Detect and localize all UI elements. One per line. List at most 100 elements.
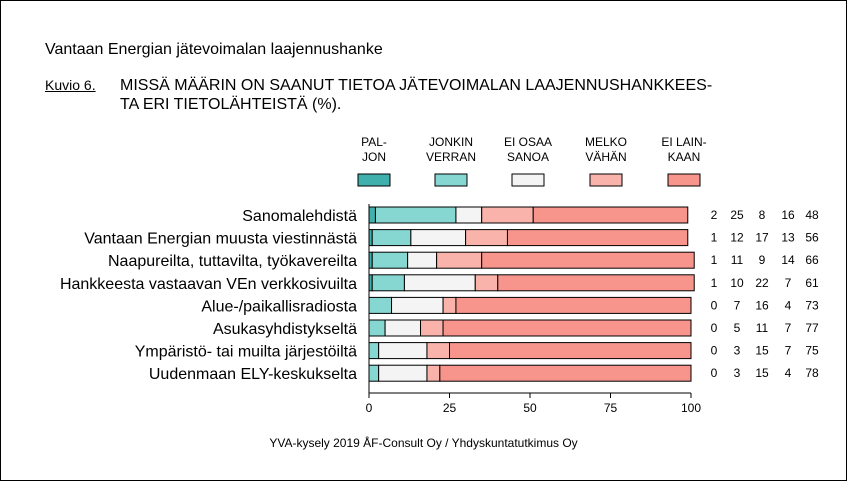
value-label: 11 <box>756 321 769 335</box>
bar-segment <box>442 296 457 314</box>
category-label: Sanomalehdistä <box>242 208 357 225</box>
bar-segment <box>384 319 422 337</box>
legend-label-1: JON <box>362 150 386 164</box>
value-label: 1 <box>711 276 718 290</box>
bar-segment <box>410 229 467 247</box>
bar-segment <box>455 296 692 314</box>
x-tick-label: 50 <box>523 401 537 415</box>
legend-label-3: SANOA <box>507 150 549 164</box>
bar-segment <box>371 229 412 247</box>
legend-label-3: EI OSAA <box>504 135 552 149</box>
footer-source: YVA-kysely 2019 ÅF-Consult Oy / Yhdyskun… <box>269 436 578 450</box>
category-label: Vantaan Energian muusta viestinnästä <box>84 231 357 248</box>
value-label: 10 <box>730 276 744 290</box>
value-label: 75 <box>805 344 819 358</box>
value-label: 66 <box>805 253 819 267</box>
value-label: 16 <box>755 298 769 312</box>
x-tick-label: 0 <box>366 401 373 415</box>
category-label: Hankkeesta vastaavan VEn verkkosivuilta <box>60 276 357 293</box>
bar-segment <box>368 342 380 360</box>
bar-segment <box>391 296 444 314</box>
bar-segment <box>420 319 444 337</box>
value-label: 0 <box>711 344 718 358</box>
category-label: Uudenmaan ELY-keskukselta <box>149 366 357 383</box>
bar-segment <box>465 229 508 247</box>
bar-segment <box>371 251 409 269</box>
value-label: 16 <box>781 208 795 222</box>
value-label: 8 <box>759 208 766 222</box>
legend-swatch-5 <box>667 173 701 187</box>
survey-title: Vantaan Energian jätevoimalan laajennush… <box>45 41 383 58</box>
value-label: 77 <box>805 321 819 335</box>
bar-segment <box>442 319 692 337</box>
bar-segment <box>403 274 476 292</box>
value-label: 15 <box>755 344 769 358</box>
x-tick-label: 100 <box>681 401 701 415</box>
value-label: 12 <box>730 231 744 245</box>
x-tick-label: 75 <box>604 401 618 415</box>
bar-segment <box>474 274 499 292</box>
legend-label-5: KAAN <box>668 150 701 164</box>
value-label: 56 <box>805 231 819 245</box>
legend-label-1: PAL- <box>361 135 387 149</box>
legend-swatch-4 <box>589 173 623 187</box>
legend-swatch-2 <box>434 173 468 187</box>
bar-segment <box>532 206 689 224</box>
legend-swatch-1 <box>357 173 391 187</box>
value-label: 0 <box>711 298 718 312</box>
legend-label-4: VÄHÄN <box>585 150 626 164</box>
bar-segment <box>497 274 695 292</box>
value-label: 22 <box>755 276 769 290</box>
category-label: Ympäristö- tai muilta järjestöiltä <box>135 344 357 361</box>
bar-segment <box>455 206 483 224</box>
category-label: Naapureilta, tuttavilta, työkavereilta <box>108 253 357 270</box>
value-label: 2 <box>711 208 718 222</box>
bar-segment <box>374 206 457 224</box>
bar-segment <box>481 206 534 224</box>
bar-segment <box>407 251 438 269</box>
bar-segment <box>368 206 376 224</box>
bar-segment <box>436 251 483 269</box>
value-label: 0 <box>711 321 718 335</box>
category-label: Asukasyhdistykseltä <box>213 321 357 338</box>
legend-label-2: VERRAN <box>426 150 476 164</box>
bar-segment <box>368 296 393 314</box>
bar-segment <box>426 364 441 382</box>
value-label: 17 <box>755 231 769 245</box>
bar-segment <box>368 319 386 337</box>
bar-segment <box>481 251 695 269</box>
value-label: 7 <box>785 344 792 358</box>
value-label: 11 <box>731 253 744 267</box>
bar-segment <box>378 364 428 382</box>
value-label: 13 <box>781 231 795 245</box>
value-label: 4 <box>785 366 792 380</box>
value-label: 25 <box>730 208 744 222</box>
figure-title-line-2: TA ERI TIETOLÄHTEISTÄ (%). <box>120 96 342 113</box>
value-label: 7 <box>785 321 792 335</box>
value-label: 3 <box>734 344 741 358</box>
value-label: 1 <box>711 231 718 245</box>
bar-segment <box>449 342 692 360</box>
value-label: 14 <box>781 253 795 267</box>
bar-segment <box>439 364 692 382</box>
value-label: 61 <box>805 276 819 290</box>
value-label: 7 <box>734 298 741 312</box>
bar-segment <box>368 364 380 382</box>
legend-swatch-3 <box>511 173 545 187</box>
bar-segment <box>506 229 689 247</box>
bar-segment <box>371 274 405 292</box>
bar-segment <box>378 342 428 360</box>
value-label: 48 <box>805 208 819 222</box>
legend-label-4: MELKO <box>585 135 627 149</box>
legend-label-2: JONKIN <box>429 135 473 149</box>
value-label: 3 <box>734 366 741 380</box>
value-label: 78 <box>805 366 819 380</box>
category-label: Alue-/paikallisradiosta <box>201 298 357 315</box>
value-label: 4 <box>785 298 792 312</box>
value-label: 15 <box>755 366 769 380</box>
x-tick-label: 25 <box>443 401 457 415</box>
value-label: 9 <box>759 253 766 267</box>
figure-number: Kuvio 6. <box>45 77 96 93</box>
value-label: 73 <box>805 298 819 312</box>
